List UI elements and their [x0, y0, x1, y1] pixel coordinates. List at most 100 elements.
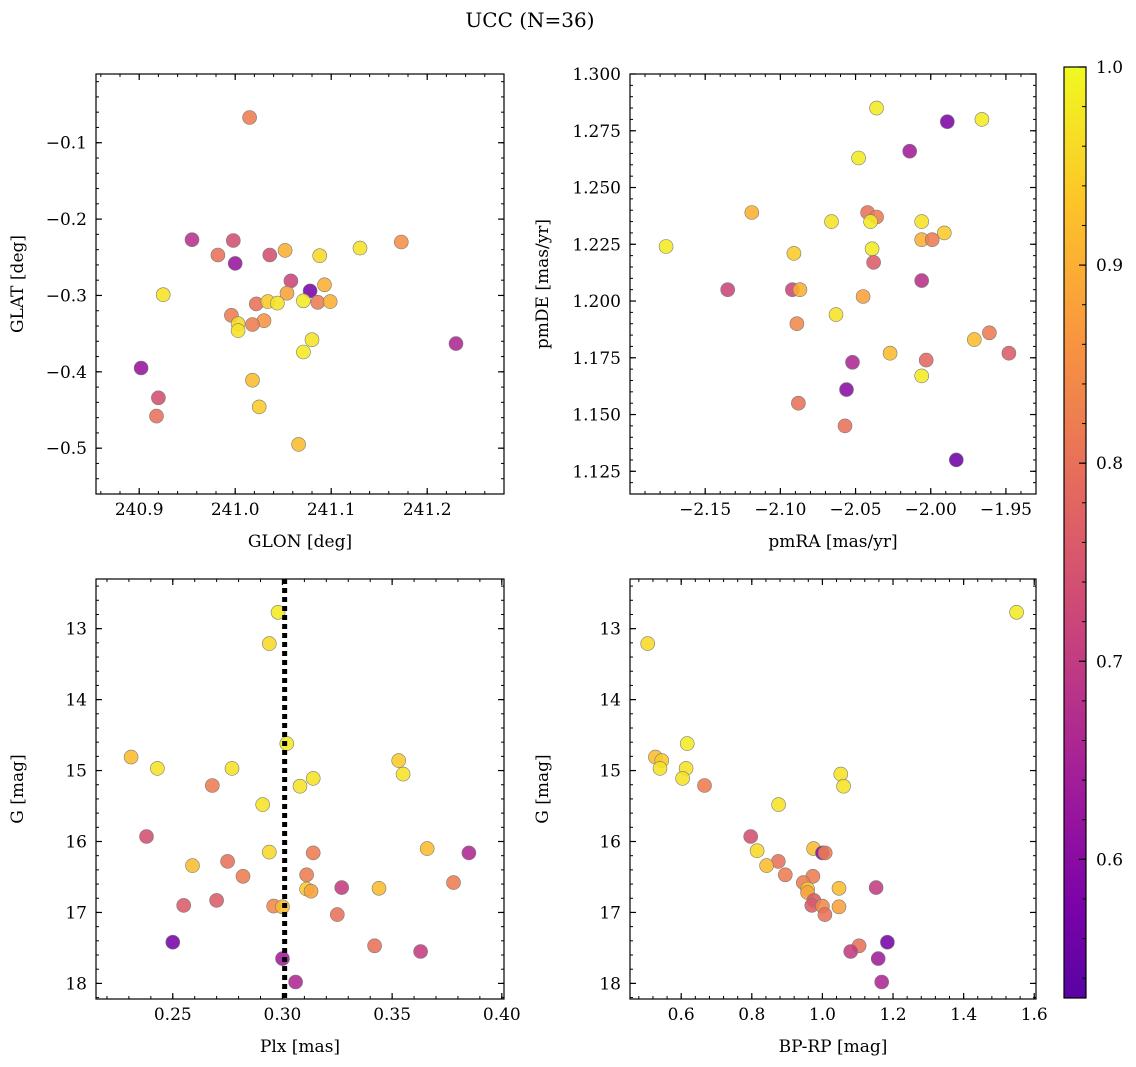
scatter-point — [869, 100, 884, 116]
scatter-point — [255, 797, 271, 812]
x-tick-label: 1.4 — [950, 1005, 977, 1025]
panel-parallax-magnitude: 0.25 0.30 0.35 0.40 13 14 15 16 17 18 Plx [mas] G [… — [8, 578, 521, 1057]
scatter-point — [791, 395, 806, 411]
scatter-point — [924, 232, 940, 247]
scatter-point — [845, 354, 860, 370]
colorbar-tick-label: 1.0 — [1096, 58, 1123, 78]
scatter-point — [393, 234, 409, 250]
scatter-point — [966, 332, 982, 347]
panel-position-glon-glat: 240.9 241.0 241.1 241.2 −0.1 −0.2 −0.3 −0.4 −0.5… — [8, 73, 505, 552]
scatter-point — [312, 248, 328, 263]
x-tick-label: −2.00 — [905, 500, 957, 520]
x-tick-label: −2.05 — [830, 500, 882, 520]
x-tick-label: 0.30 — [264, 1005, 302, 1025]
scatter-point — [305, 771, 321, 786]
x-axis-label: pmRA [mas/yr] — [768, 532, 897, 552]
y-axis-label: pmDE [mas/yr] — [533, 219, 553, 349]
scatter-point — [839, 382, 854, 397]
scatter-point — [270, 604, 286, 620]
y-tick-label: 14 — [599, 691, 621, 711]
scatter-point — [855, 289, 871, 304]
x-tick-label: 241.1 — [307, 500, 356, 520]
scatter-point — [227, 256, 243, 271]
colorbar: 0.6 0.7 0.8 0.9 1.0 — [1063, 58, 1123, 999]
scatter-point — [874, 974, 890, 990]
scatter-point — [205, 778, 220, 793]
scatter-point — [828, 307, 844, 322]
scatter-point — [914, 273, 930, 288]
y-tick-label: 14 — [65, 691, 87, 711]
scatter-point — [150, 761, 165, 776]
scatter-point — [165, 934, 181, 950]
y-tick-label: 18 — [65, 974, 87, 994]
scatter-point — [836, 778, 851, 794]
scatter-point — [270, 295, 285, 311]
x-tick-label: 241.0 — [211, 500, 260, 520]
scatter-point — [792, 282, 808, 298]
x-tick-label: −2.15 — [679, 500, 731, 520]
scatter-point — [786, 246, 802, 261]
x-tick-label: 0.6 — [668, 1005, 695, 1025]
scatter-point — [658, 239, 674, 254]
scatter-point — [288, 974, 303, 990]
scatter-point — [304, 332, 320, 348]
y-tick-label: 16 — [65, 833, 87, 853]
scatter-point — [261, 636, 277, 651]
colorbar-tick-label: 0.6 — [1096, 850, 1123, 870]
y-tick-label: 1.275 — [572, 122, 621, 142]
scatter-point — [824, 214, 839, 229]
y-tick-label: −0.5 — [46, 439, 87, 459]
scatter-point — [226, 233, 241, 248]
x-axis-label: Plx [mas] — [260, 1037, 340, 1057]
x-tick-label: 240.9 — [115, 500, 164, 520]
y-tick-label: 1.225 — [572, 235, 621, 255]
scatter-point — [242, 110, 257, 125]
scatter-point — [123, 749, 139, 765]
scatter-point — [224, 761, 240, 776]
scatter-point — [749, 843, 765, 859]
scatter-point — [149, 408, 164, 424]
scatter-point — [413, 944, 428, 959]
y-tick-label: 1.125 — [572, 462, 621, 482]
y-tick-label: 1.300 — [572, 65, 621, 85]
scatter-point — [843, 944, 859, 959]
scatter-point — [184, 232, 200, 247]
scatter-point — [176, 898, 191, 913]
scatter-point — [292, 778, 308, 794]
scatter-point — [914, 368, 930, 384]
y-tick-label: 1.250 — [572, 179, 621, 199]
scatter-point — [303, 883, 319, 899]
scatter-point — [939, 114, 955, 129]
x-tick-label: 1.6 — [1021, 1005, 1048, 1025]
y-tick-label: −0.3 — [46, 286, 87, 306]
scatter-point — [982, 325, 997, 341]
y-tick-label: 16 — [599, 833, 621, 853]
scatter-point — [652, 761, 668, 776]
scatter-point — [771, 797, 786, 812]
scatter-point — [720, 282, 736, 298]
scatter-point — [395, 766, 411, 782]
scatter-point — [817, 907, 833, 922]
scatter-point — [679, 736, 695, 751]
x-axis-label: GLON [deg] — [248, 532, 352, 552]
scatter-point — [851, 150, 866, 166]
scatter-point — [446, 875, 461, 890]
y-axis-label: G [mag] — [8, 754, 28, 823]
y-tick-label: 17 — [65, 903, 87, 923]
scatter-point — [329, 907, 345, 922]
x-tick-label: −1.95 — [980, 500, 1032, 520]
scatter-point — [279, 285, 295, 301]
y-axis-label: G [mag] — [533, 754, 553, 823]
scatter-point — [391, 753, 407, 768]
scatter-point — [831, 880, 847, 896]
scatter-point — [918, 352, 934, 368]
scatter-point — [322, 294, 338, 309]
colorbar-tick-label: 0.7 — [1096, 652, 1123, 672]
x-tick-label: 0.35 — [373, 1005, 411, 1025]
x-tick-label: 1.2 — [879, 1005, 906, 1025]
y-tick-label: 1.200 — [572, 292, 621, 312]
scatter-point — [837, 418, 853, 434]
plot-frame — [95, 73, 505, 495]
y-tick-label: 15 — [599, 762, 621, 782]
